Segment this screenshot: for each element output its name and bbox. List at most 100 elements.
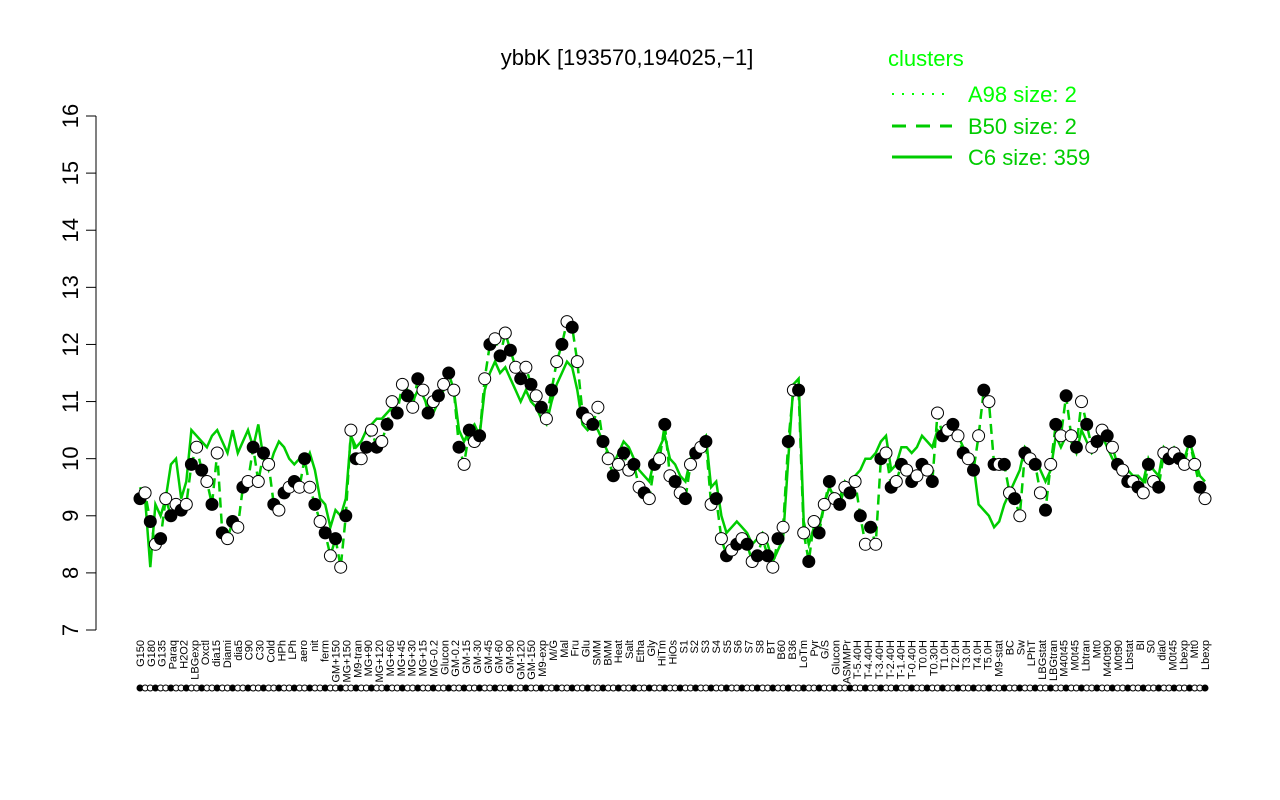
y-tick-label: 8 [58, 567, 83, 579]
data-point [822, 475, 836, 488]
data-point [612, 457, 625, 471]
data-point [411, 372, 425, 386]
x-tick-label: MG+15 [418, 640, 430, 676]
data-point [1193, 480, 1207, 494]
x-tick-label: S1 [678, 640, 690, 653]
data-point [997, 457, 1011, 471]
x-tick-label: LBGexp [189, 640, 201, 680]
data-point [550, 355, 564, 369]
data-point [781, 435, 795, 448]
data-point [601, 452, 615, 466]
data-point [586, 417, 600, 431]
data-point [457, 457, 471, 471]
x-tick-label: Cold [265, 640, 277, 663]
data-point [390, 406, 404, 420]
data-point [977, 383, 991, 397]
x-tick-label: S2 [689, 640, 701, 653]
data-point [318, 526, 332, 540]
data-point [1039, 503, 1052, 517]
data-point [1008, 492, 1022, 506]
x-tick-label: C30 [255, 640, 267, 660]
x-tick-label: Sw [1015, 640, 1027, 655]
data-point [431, 389, 445, 403]
data-point [1044, 457, 1058, 471]
data-point [503, 343, 517, 357]
x-tick-label: HPh [276, 640, 288, 661]
x-tick-label: LoTm [798, 640, 810, 668]
data-point [684, 457, 697, 471]
x-tick-label: T2.0H [950, 640, 962, 670]
y-tick-label: 15 [58, 161, 83, 185]
data-point [792, 383, 806, 397]
data-point [375, 435, 389, 448]
y-tick-label: 7 [58, 624, 83, 636]
data-point [766, 560, 780, 574]
data-point [303, 480, 317, 494]
data-point [190, 440, 204, 454]
data-point [776, 520, 790, 534]
x-tick-label: HiTm [657, 640, 669, 666]
x-tick-label: GM-0.2 [450, 640, 462, 677]
data-point [488, 332, 502, 346]
y-tick-label: 12 [58, 332, 83, 356]
x-tick-label: T1.0H [939, 640, 951, 670]
y-tick-label: 10 [58, 446, 83, 470]
x-tick-label: T4.0H [972, 640, 984, 670]
data-point [617, 446, 631, 460]
y-tick-label: 16 [58, 104, 83, 128]
data-point [565, 320, 579, 334]
data-point [709, 492, 723, 506]
x-tick-label: H2O2 [178, 640, 190, 669]
x-tick-label: T-1.40H [896, 640, 908, 679]
data-point [925, 475, 939, 488]
data-point [797, 526, 811, 540]
legend-title: clusters [888, 46, 964, 71]
x-tick-label: GM-120 [515, 640, 527, 680]
data-point [879, 446, 893, 460]
data-point [519, 360, 533, 374]
data-point [246, 440, 260, 454]
data-point [534, 400, 548, 414]
data-point [864, 520, 878, 534]
data-point [210, 446, 224, 460]
x-tick-label: Heat [613, 640, 625, 663]
data-point [658, 417, 672, 431]
x-tick-label: BMM [602, 640, 614, 666]
y-tick-label: 11 [58, 390, 83, 413]
x-tick-label: dia0 [1157, 640, 1169, 661]
data-point [982, 395, 996, 409]
x-tick-label: Mal [559, 640, 571, 658]
series-lines [138, 318, 1207, 572]
x-tick-label: S6 [733, 640, 745, 653]
data-point [910, 469, 924, 483]
data-point [843, 486, 857, 500]
data-point [385, 395, 399, 409]
legend-entry-b50: B50 size: 2 [968, 114, 1077, 139]
x-tick-label: Paraq [168, 640, 180, 669]
x-tick-label: T-3.40H [874, 640, 886, 679]
x-tick-label: G150 [135, 640, 147, 667]
x-tick-label: GM-90 [504, 640, 516, 674]
x-axis: G150G180G135ParaqH2O2LBGexpOxctldia15Dia… [135, 639, 1212, 692]
data-point [606, 469, 620, 483]
x-tick-label: MG+60 [385, 640, 397, 676]
x-tick-label: M9-exp [537, 640, 549, 677]
data-point [539, 412, 553, 426]
x-tick-label: S4 [711, 640, 723, 653]
data-point [231, 520, 245, 534]
chart-title: ybbK [193570,194025,−1] [501, 45, 754, 70]
x-tick-label: nit [309, 640, 321, 652]
data-point [406, 400, 420, 414]
x-tick-label: ASMMPr [841, 640, 853, 684]
x-tick-label: Lbexp [1200, 640, 1212, 670]
data-point [184, 457, 198, 471]
data-point [869, 537, 883, 551]
data-point [807, 515, 821, 528]
data-point [1064, 429, 1078, 443]
x-tick-label: Gly [646, 640, 658, 657]
data-point [678, 492, 692, 506]
x-tick-label: M9-tran [352, 640, 364, 678]
x-tick-label: M0t45 [1167, 640, 1179, 671]
data-point [329, 532, 342, 546]
data-point [627, 457, 641, 471]
